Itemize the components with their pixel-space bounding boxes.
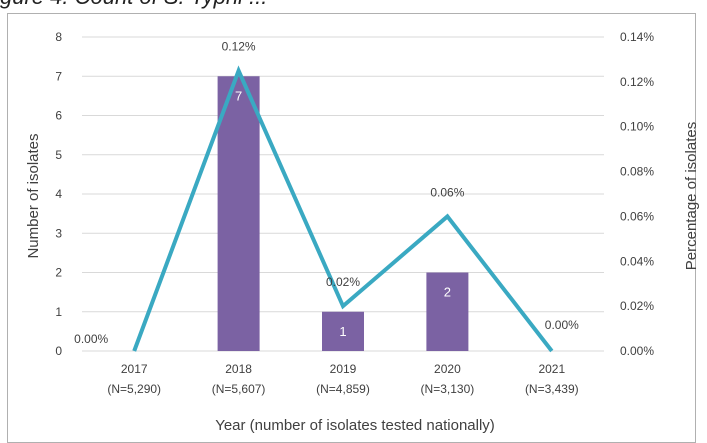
y-right-tick-label: 0.12% (620, 75, 654, 89)
y-left-tick-labels: 0 1 2 3 4 5 6 7 8 (55, 30, 62, 358)
x-tick-n: (N=5,607) (212, 382, 266, 396)
percentage-data-label: 0.12% (222, 40, 256, 54)
y-left-tick-label: 1 (55, 305, 62, 319)
y-right-tick-label: 0.10% (620, 120, 654, 134)
y-left-axis-title: Number of isolates (25, 133, 42, 258)
x-tick-year: 2020 (434, 362, 461, 376)
bar-value-label: 7 (235, 88, 242, 103)
bar (322, 311, 364, 351)
y-left-tick-label: 4 (55, 187, 62, 201)
y-right-tick-label: 0.00% (620, 344, 654, 358)
y-left-tick-label: 8 (55, 30, 62, 44)
x-tick-labels: 2017 (N=5,290) 2018 (N=5,607) 2019 (N=4,859) 2… (107, 362, 578, 396)
y-left-tick-label: 3 (55, 226, 62, 240)
y-right-tick-label: 0.14% (620, 30, 654, 44)
y-right-tick-label: 0.06% (620, 209, 654, 223)
bar-value-label: 2 (444, 285, 451, 300)
x-tick-year: 2021 (538, 362, 565, 376)
x-tick-n: (N=4,859) (316, 382, 370, 396)
percentage-data-label: 0.02% (326, 275, 360, 289)
y-right-tick-label: 0.02% (620, 299, 654, 313)
bar (217, 76, 260, 351)
y-left-tick-label: 5 (55, 148, 62, 162)
y-right-tick-labels: 0.00% 0.02% 0.04% 0.06% 0.08% 0.10% 0.12% 0.14% (620, 30, 654, 358)
bars (217, 76, 469, 351)
x-tick-year: 2018 (225, 362, 252, 376)
y-left-tick-label: 0 (55, 344, 62, 358)
y-left-tick-label: 2 (55, 266, 62, 280)
y-right-tick-label: 0.08% (620, 165, 654, 179)
y-right-axis-title: Percentage of isolates (683, 122, 700, 270)
percentage-data-label: 0.00% (545, 318, 579, 332)
x-tick-year: 2019 (330, 362, 357, 376)
percentage-line (132, 65, 554, 353)
y-left-tick-label: 6 (55, 109, 62, 123)
x-tick-year: 2017 (121, 362, 148, 376)
x-axis-title: Year (number of isolates tested national… (215, 417, 495, 434)
chart-svg: 0 1 2 3 4 5 6 7 8 0.00% 0.02% 0.04% 0.06% 0.08% 0.10%… (25, 30, 700, 434)
x-tick-n: (N=5,290) (107, 382, 161, 396)
bar-value-label: 1 (339, 324, 346, 339)
x-tick-n: (N=3,130) (421, 382, 475, 396)
percentage-data-label: 0.00% (74, 332, 108, 346)
percentage-series-line (132, 65, 554, 353)
bar (426, 272, 469, 351)
y-left-tick-label: 7 (55, 69, 62, 83)
y-right-tick-label: 0.04% (620, 254, 654, 268)
x-tick-n: (N=3,439) (525, 382, 579, 396)
bar-value-labels: 7 1 2 (235, 88, 451, 339)
percentage-labels: 0.00% 0.12% 0.02% 0.06% 0.00% (74, 40, 579, 346)
partial-figure-title: gure 4. Count of S. Typhi ... (0, 0, 267, 10)
percentage-data-label: 0.06% (430, 185, 464, 199)
